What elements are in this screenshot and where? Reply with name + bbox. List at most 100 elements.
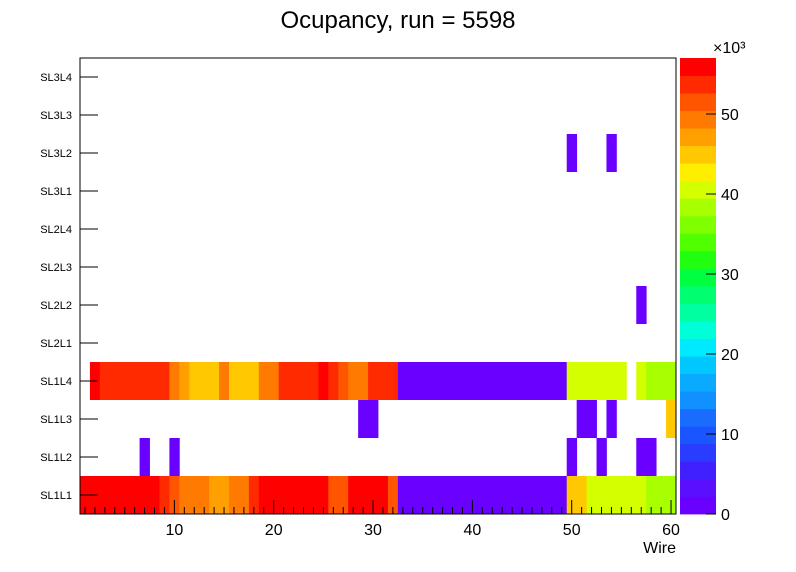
heatmap-cell-sl1l1-wire-47 — [536, 476, 548, 514]
heatmap-cell-sl1l1-wire-60 — [666, 476, 677, 514]
heatmap-cell-sl1l4-wire-8 — [149, 362, 160, 400]
heatmap-cell-sl1l2-wire-7 — [139, 438, 150, 476]
heatmap-cell-sl1l3-wire-29 — [358, 400, 369, 438]
heatmap-cell-sl1l4-wire-47 — [536, 362, 548, 400]
heatmap-cell-sl1l4-wire-25 — [318, 362, 329, 400]
color-scale-label-10: 10 — [721, 427, 739, 444]
heatmap-cell-sl1l1-wire-5 — [119, 476, 131, 514]
heatmap-cell-sl1l4-wire-44 — [507, 362, 518, 400]
y-tick-label-sl2l2: SL2L2 — [40, 300, 72, 312]
heatmap-cell-sl1l4-wire-57 — [636, 362, 647, 400]
plot-frame — [79, 57, 677, 515]
heatmap-cell-sl2l2-wire-57 — [636, 286, 647, 324]
color-scale-swatch — [680, 180, 716, 199]
color-scale-swatch — [680, 75, 716, 94]
color-scale-swatch — [680, 338, 716, 357]
heatmap-cell-sl1l4-wire-59 — [656, 362, 667, 400]
color-scale-swatch — [680, 321, 716, 340]
x-tick-label-40: 40 — [463, 522, 481, 539]
heatmap-cell-sl1l4-wire-53 — [596, 362, 607, 400]
x-axis: 10 20 30 40 50 60 — [84, 500, 680, 539]
heatmap-cell-sl1l4-wire-28 — [348, 362, 359, 400]
heatmap-cell-sl1l1-wire-6 — [129, 476, 140, 514]
heatmap-cell-sl1l4-wire-32 — [387, 362, 399, 400]
heatmap-cell-sl1l4-wire-23 — [298, 362, 309, 400]
heatmap-cell-sl1l4-wire-12 — [189, 362, 200, 400]
heatmap-cell-sl1l4-wire-27 — [338, 362, 349, 400]
color-scale-label-40: 40 — [721, 187, 739, 204]
heatmap-cell-sl1l1-wire-51 — [576, 476, 587, 514]
heatmap-cell-sl1l1-wire-59 — [656, 476, 667, 514]
color-scale-swatch — [680, 215, 716, 234]
x-tick-label-60: 60 — [662, 522, 680, 539]
color-scale-swatch — [680, 145, 716, 164]
heatmap-cell-sl1l1-wire-38 — [447, 476, 458, 514]
heatmap-cell-sl1l1-wire-48 — [546, 476, 558, 514]
heatmap-cell-sl1l4-wire-60 — [666, 362, 677, 400]
heatmap-cell-sl1l1-wire-36 — [427, 476, 438, 514]
heatmap-cell-sl1l1-wire-54 — [606, 476, 617, 514]
heatmap-cell-sl1l4-wire-22 — [288, 362, 299, 400]
heatmap-cell-sl1l4-wire-4 — [109, 362, 121, 400]
color-scale-swatch — [680, 233, 716, 252]
heatmap-cell-sl1l4-wire-16 — [229, 362, 240, 400]
heatmap-cell-sl1l4-wire-48 — [546, 362, 558, 400]
heatmap-cell-sl1l1-wire-3 — [99, 476, 111, 514]
heatmap-cell-sl1l1-wire-45 — [517, 476, 528, 514]
heatmap-cell-sl1l1-wire-53 — [596, 476, 607, 514]
color-scale-swatch — [680, 356, 716, 375]
color-scale-label-20: 20 — [721, 347, 739, 364]
heatmap-cell-sl1l1-wire-33 — [397, 476, 409, 514]
color-scale-swatch — [680, 163, 716, 182]
heatmap-cell-sl1l1-wire-58 — [646, 476, 657, 514]
heatmap-cell-sl1l4-wire-55 — [616, 362, 627, 400]
heatmap-cell-sl1l1-wire-46 — [527, 476, 538, 514]
heatmap-cell-sl1l1-wire-4 — [109, 476, 121, 514]
heatmap-cell-sl1l1-wire-17 — [238, 476, 250, 514]
heatmap-cell-sl1l1-wire-18 — [248, 476, 260, 514]
heatmap-cell-sl1l4-wire-37 — [437, 362, 448, 400]
x-tick-label-10: 10 — [165, 522, 183, 539]
heatmap-cell-sl1l3-wire-30 — [368, 400, 379, 438]
y-tick-label-sl3l1: SL3L1 — [40, 186, 72, 198]
y-tick-label-sl2l1: SL2L1 — [40, 338, 72, 350]
heatmap-cell-sl1l2-wire-10 — [169, 438, 180, 476]
heatmap-cell-sl1l1-wire-35 — [417, 476, 429, 514]
heatmap-cell-sl1l4-wire-30 — [368, 362, 379, 400]
heatmap-cell-sl1l1-wire-25 — [318, 476, 329, 514]
heatmap-cell-sl1l2-wire-57 — [636, 438, 647, 476]
y-tick-label-sl2l4: SL2L4 — [40, 224, 72, 236]
heatmap-cell-sl1l1-wire-30 — [368, 476, 379, 514]
heatmap-cell-sl1l1-wire-10 — [169, 476, 180, 514]
heatmap-cell-sl1l1-wire-13 — [199, 476, 210, 514]
y-tick-label-sl1l2: SL1L2 — [40, 452, 72, 464]
chart-title: Ocupancy, run = 5598 — [280, 7, 515, 34]
heatmap-cell-sl1l4-wire-58 — [646, 362, 657, 400]
heatmap-cell-sl1l4-wire-26 — [328, 362, 339, 400]
heatmap-cell-sl1l1-wire-49 — [556, 476, 568, 514]
heatmap-cell-sl1l4-wire-20 — [268, 362, 280, 400]
heatmap-cell-sl1l4-wire-34 — [407, 362, 419, 400]
color-scale-swatch — [680, 286, 716, 304]
color-scale-swatch — [680, 373, 716, 392]
heatmap-cell-sl1l1-wire-27 — [338, 476, 349, 514]
heatmap-cell-sl1l4-wire-21 — [278, 362, 289, 400]
heatmap-cell-sl1l1-wire-37 — [437, 476, 448, 514]
heatmap-cell-sl1l4-wire-54 — [606, 362, 617, 400]
heatmap-cell-sl1l1-wire-28 — [348, 476, 359, 514]
heatmap-cell-sl1l1-wire-29 — [358, 476, 369, 514]
heatmap-cell-sl1l4-wire-46 — [527, 362, 538, 400]
heatmap-cell-sl1l3-wire-52 — [586, 400, 597, 438]
heatmap-cell-sl1l4-wire-31 — [378, 362, 389, 400]
heatmap-cell-sl1l1-wire-55 — [616, 476, 627, 514]
heatmap-cell-sl1l1-wire-15 — [219, 476, 230, 514]
heatmap-cell-sl1l4-wire-39 — [457, 362, 468, 400]
color-scale-swatch — [680, 443, 716, 462]
heatmap-cell-sl1l4-wire-52 — [586, 362, 597, 400]
heatmap-cell-sl1l4-wire-38 — [447, 362, 458, 400]
y-tick-label-sl1l3: SL1L3 — [40, 414, 72, 426]
heatmap-cell-sl1l1-wire-20 — [268, 476, 280, 514]
heatmap-cell-sl1l2-wire-50 — [566, 438, 578, 476]
heatmap-cell-sl1l1-wire-11 — [179, 476, 190, 514]
